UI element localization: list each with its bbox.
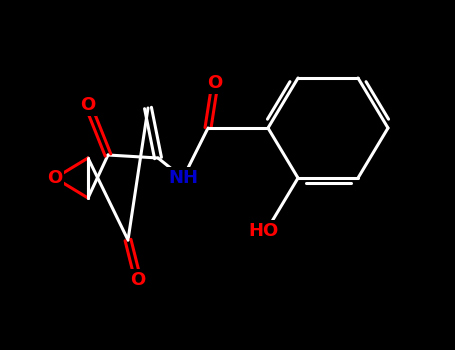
Text: O: O [131,271,146,289]
Text: O: O [81,96,96,114]
Text: O: O [47,169,63,187]
Text: O: O [207,74,222,92]
Text: HO: HO [248,222,278,240]
Text: NH: NH [168,169,198,187]
